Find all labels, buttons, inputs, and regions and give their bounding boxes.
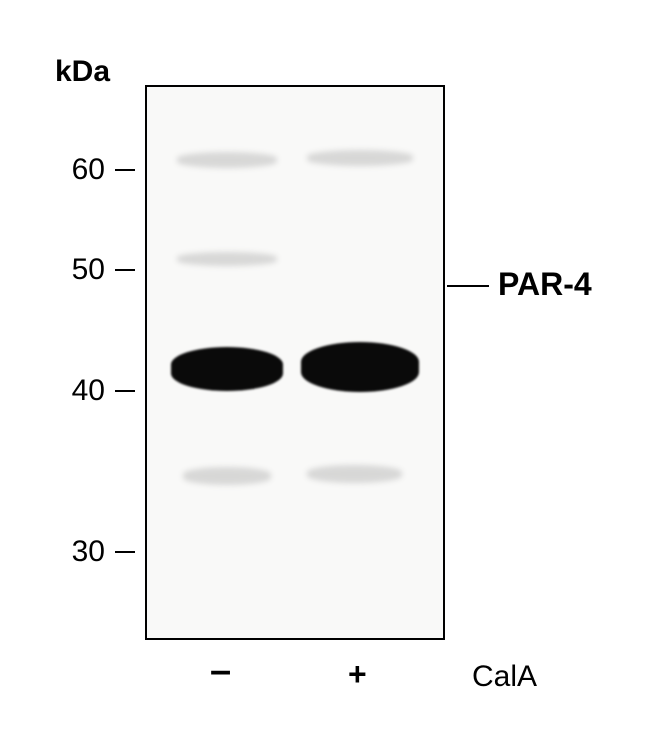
band-lane-plus	[301, 342, 419, 392]
yaxis-tick-50: 50	[55, 253, 105, 287]
band-lane-minus	[171, 347, 283, 391]
yaxis-tickmark-40	[115, 390, 135, 392]
yaxis-tick-60: 60	[55, 153, 105, 187]
yaxis-tickmark-30	[115, 551, 135, 553]
western-blot	[145, 85, 445, 640]
lane-label-minus: –	[210, 650, 231, 693]
faint-band	[177, 252, 278, 266]
faint-band	[307, 465, 402, 483]
yaxis-tickmark-60	[115, 169, 135, 171]
unit-label: kDa	[55, 55, 110, 89]
lane-label-plus: +	[348, 656, 367, 693]
faint-band	[307, 150, 414, 166]
yaxis-tick-40: 40	[55, 374, 105, 408]
blot-figure: kDa 60 50 40 30 PAR-4 – + CalA	[0, 0, 650, 754]
yaxis-tickmark-50	[115, 269, 135, 271]
protein-label: PAR-4	[498, 266, 592, 303]
faint-band	[177, 152, 278, 168]
yaxis-tick-30: 30	[55, 535, 105, 569]
protein-tick	[447, 285, 489, 287]
treatment-label: CalA	[472, 660, 537, 694]
faint-band	[183, 467, 272, 485]
